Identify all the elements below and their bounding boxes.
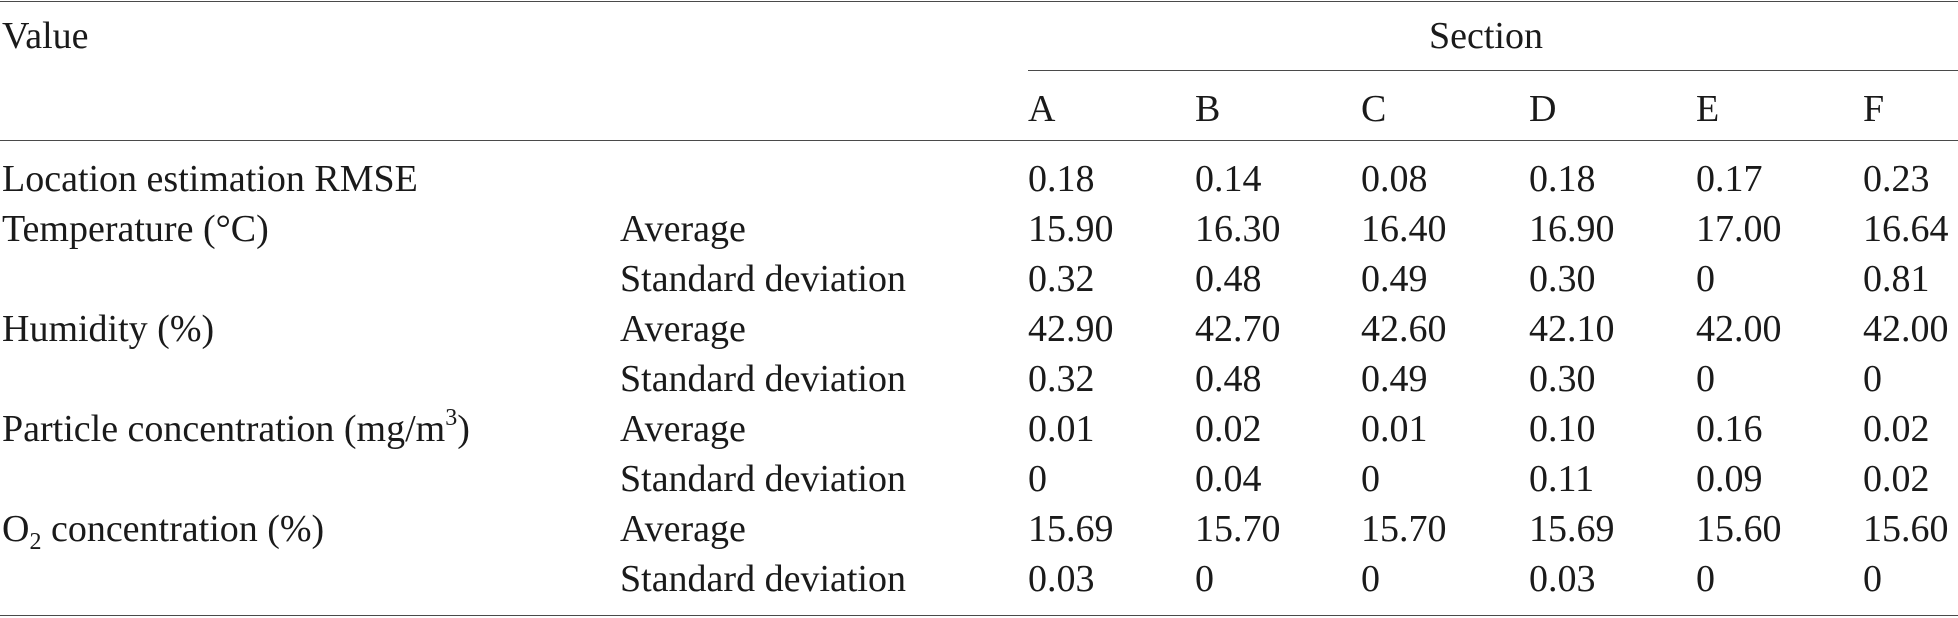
table-cell: 0 <box>1696 558 1715 600</box>
table-cell: 0.16 <box>1696 408 1763 450</box>
table-cell: 0 <box>1361 558 1380 600</box>
column-header-d: D <box>1529 88 1557 130</box>
column-header-c: C <box>1361 88 1387 130</box>
row-label: Humidity (%) <box>2 308 215 350</box>
table-cell: 0.32 <box>1028 358 1095 400</box>
table-cell: 0.18 <box>1529 158 1596 200</box>
table-cell: 17.00 <box>1696 208 1782 250</box>
table-cell: 0.04 <box>1195 458 1262 500</box>
stat-label: Standard deviation <box>620 258 906 300</box>
column-header-a: A <box>1028 88 1056 130</box>
table-cell: 0 <box>1863 558 1882 600</box>
table-cell: 0 <box>1028 458 1047 500</box>
table-cell: 42.00 <box>1863 308 1949 350</box>
table-cell: 0.11 <box>1529 458 1595 500</box>
row-label: Location estimation RMSE <box>2 158 418 200</box>
table-cell: 0.23 <box>1863 158 1930 200</box>
table-cell: 0 <box>1696 258 1715 300</box>
table-cell: 15.60 <box>1696 508 1782 550</box>
value-header: Value <box>2 15 89 57</box>
table-cell: 0 <box>1696 358 1715 400</box>
table-cell: 0.18 <box>1028 158 1095 200</box>
stat-label: Average <box>620 208 746 250</box>
table-cell: 42.60 <box>1361 308 1447 350</box>
stat-label: Standard deviation <box>620 358 906 400</box>
table-cell: 0.81 <box>1863 258 1930 300</box>
top-rule <box>0 1 1958 2</box>
table-cell: 15.60 <box>1863 508 1949 550</box>
table-cell: 0.48 <box>1195 358 1262 400</box>
table-cell: 0.30 <box>1529 358 1596 400</box>
column-header-b: B <box>1195 88 1221 130</box>
table-cell: 0.08 <box>1361 158 1428 200</box>
row-label: Temperature (°C) <box>2 208 269 250</box>
table-cell: 0.32 <box>1028 258 1095 300</box>
section-header: Section <box>1429 15 1543 57</box>
table-cell: 0.30 <box>1529 258 1596 300</box>
table-cell: 0.09 <box>1696 458 1763 500</box>
bottom-rule <box>0 615 1958 616</box>
table-cell: 42.00 <box>1696 308 1782 350</box>
row-label: Particle concentration (mg/m3) <box>2 405 470 450</box>
table-cell: 16.30 <box>1195 208 1281 250</box>
table-cell: 0.01 <box>1028 408 1095 450</box>
stat-label: Standard deviation <box>620 458 906 500</box>
stat-label: Standard deviation <box>620 558 906 600</box>
table-cell: 0.49 <box>1361 258 1428 300</box>
table-cell: 0.01 <box>1361 408 1428 450</box>
table-cell: 16.90 <box>1529 208 1615 250</box>
table-cell: 0.03 <box>1028 558 1095 600</box>
stat-label: Average <box>620 408 746 450</box>
table-cell: 0.02 <box>1863 408 1930 450</box>
table-cell: 42.70 <box>1195 308 1281 350</box>
table-cell: 15.69 <box>1529 508 1615 550</box>
table-cell: 0.49 <box>1361 358 1428 400</box>
table-cell: 0.02 <box>1195 408 1262 450</box>
table-cell: 0.14 <box>1195 158 1262 200</box>
table-cell: 16.40 <box>1361 208 1447 250</box>
column-header-f: F <box>1863 88 1885 130</box>
stat-label: Average <box>620 308 746 350</box>
table-cell: 15.70 <box>1195 508 1281 550</box>
header-rule <box>0 140 1958 141</box>
table-cell: 16.64 <box>1863 208 1949 250</box>
table-cell: 0 <box>1195 558 1214 600</box>
table-cell: 42.10 <box>1529 308 1615 350</box>
stat-label: Average <box>620 508 746 550</box>
table-cell: 42.90 <box>1028 308 1114 350</box>
table-cell: 15.70 <box>1361 508 1447 550</box>
table-cell: 15.69 <box>1028 508 1114 550</box>
table-cell: 0.02 <box>1863 458 1930 500</box>
table-cell: 0 <box>1863 358 1882 400</box>
table-cell: 0 <box>1361 458 1380 500</box>
column-header-e: E <box>1696 88 1720 130</box>
table-cell: 0.17 <box>1696 158 1763 200</box>
table-cell: 0.03 <box>1529 558 1596 600</box>
table-cell: 15.90 <box>1028 208 1114 250</box>
table-cell: 0.10 <box>1529 408 1596 450</box>
section-rule <box>1028 70 1958 71</box>
row-label: O2 concentration (%) <box>2 508 325 555</box>
table-cell: 0.48 <box>1195 258 1262 300</box>
